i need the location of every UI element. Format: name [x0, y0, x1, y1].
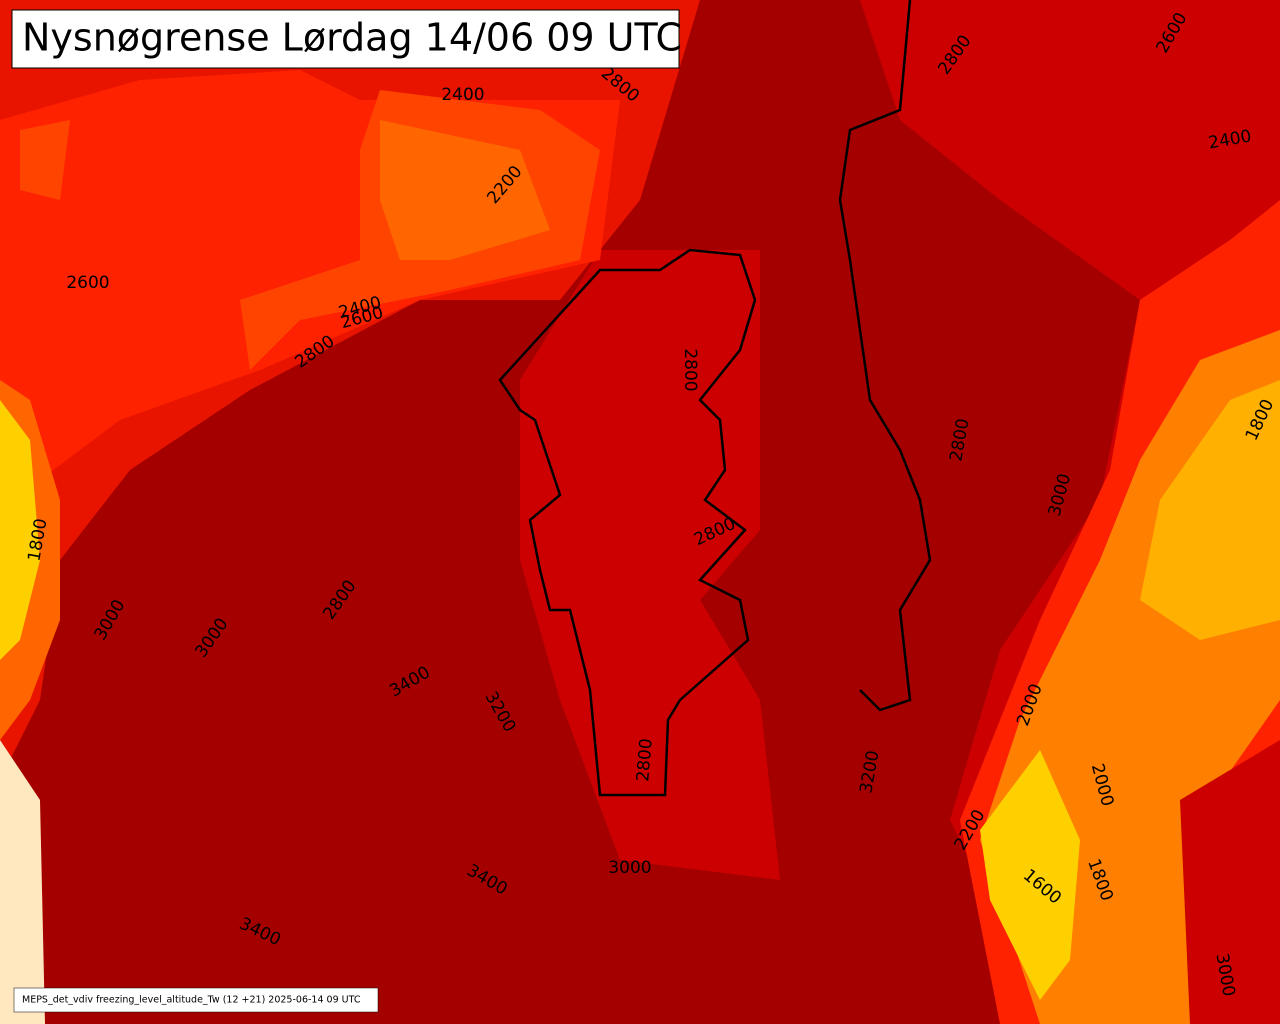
contour-label: 2600: [66, 273, 109, 293]
contour-label: 3000: [608, 858, 651, 878]
contour-label: 2400: [441, 85, 484, 105]
caption: MEPS_det_vdiv freezing_level_altitude_Tw…: [22, 995, 361, 1006]
contour-label: 2800: [633, 738, 657, 783]
title-box: [11, 9, 680, 69]
caption-box: [13, 987, 379, 1013]
country-border: [838, 0, 932, 712]
contour-label: 2800: [680, 348, 700, 391]
county-borders: [498, 248, 757, 797]
title: Nysnøgrense Lørdag 14/06 09 UTC: [22, 16, 682, 60]
borders: [498, 0, 932, 797]
